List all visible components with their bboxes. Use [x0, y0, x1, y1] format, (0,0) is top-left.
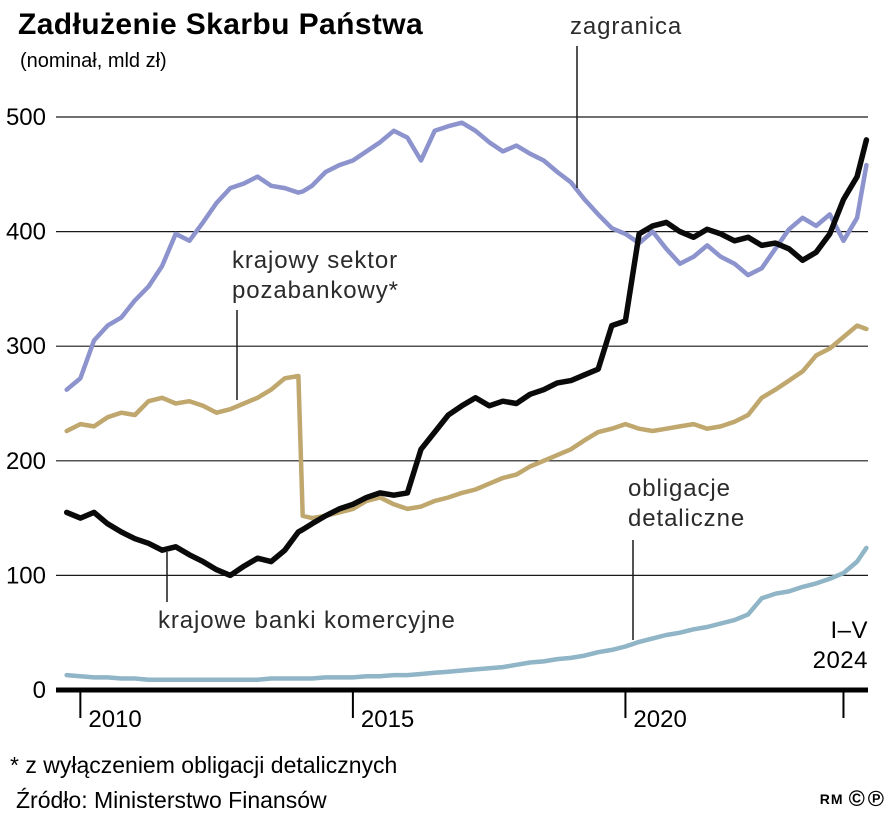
gridlines — [56, 116, 868, 577]
credits: RM © ℗ — [820, 788, 884, 810]
y-tick-label-100: 100 — [6, 562, 46, 589]
series-detaliczne — [64, 545, 869, 682]
x-tick-label-2015: 2015 — [361, 706, 414, 733]
circled-p-icon: ℗ — [867, 786, 884, 811]
y-tick-label-500: 500 — [6, 104, 46, 131]
y-tick-label-400: 400 — [6, 219, 46, 246]
annotation-banki: krajowe banki komercyjne — [158, 606, 456, 636]
annotation-banki-label: krajowe banki komercyjne — [158, 607, 456, 634]
annotation-pozabankowy-line2: pozabankowy* — [232, 277, 399, 304]
series-zagranica — [64, 120, 869, 392]
y-tick-label-0: 0 — [33, 677, 46, 704]
source-note: Źródło: Ministerstwo Finansów — [16, 787, 327, 813]
copyright-icon: © — [848, 786, 865, 811]
period-label-line1: I–V — [830, 617, 868, 644]
annotation-zagranica-label: zagranica — [570, 13, 683, 40]
series-lines — [63, 120, 870, 682]
annotation-pointer-lines — [166, 46, 634, 640]
series-banki — [63, 137, 870, 579]
x-tick-label-2010: 2010 — [88, 706, 141, 733]
y-tick-label-200: 200 — [6, 448, 46, 475]
series-pozabankowy — [64, 323, 869, 521]
annotation-pozabankowy: krajowy sektor pozabankowy* — [232, 246, 399, 306]
credit-rm-label: RM — [819, 791, 844, 807]
x-tick-label-2020: 2020 — [633, 706, 686, 733]
y-axis-labels: 0 100 200 300 400 500 — [6, 104, 46, 704]
annotation-zagranica: zagranica — [570, 12, 682, 42]
annotation-detaliczne: obligacje detaliczne — [628, 474, 745, 534]
y-tick-label-300: 300 — [6, 333, 46, 360]
period-label: I–V 2024 — [813, 616, 868, 676]
annotation-pozabankowy-line1: krajowy sektor — [232, 247, 398, 274]
footnote: * z wyłączeniem obligacji detalicznych — [10, 752, 398, 778]
annotation-detaliczne-line1: obligacje — [628, 475, 731, 502]
page-subtitle: (nominał, mld zł) — [20, 50, 167, 72]
annotation-detaliczne-line2: detaliczne — [628, 505, 746, 532]
period-label-line2: 2024 — [812, 647, 868, 674]
page-title: Zadłużenie Skarbu Państwa — [18, 8, 424, 41]
x-axis: 2010 2015 2020 — [56, 687, 868, 733]
